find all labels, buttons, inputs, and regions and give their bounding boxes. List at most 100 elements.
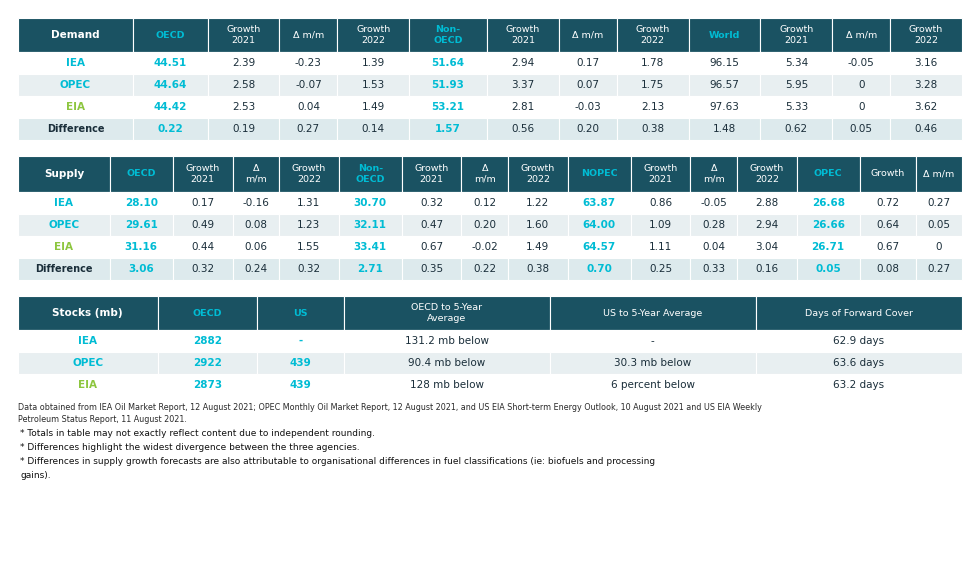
Bar bbox=[689, 18, 760, 52]
Text: 2.94: 2.94 bbox=[512, 58, 534, 68]
Bar bbox=[797, 192, 859, 214]
Text: 1.49: 1.49 bbox=[362, 102, 385, 112]
Text: 3.37: 3.37 bbox=[512, 80, 534, 90]
Bar bbox=[797, 236, 859, 258]
Bar bbox=[859, 156, 915, 192]
Bar bbox=[487, 74, 559, 96]
Bar bbox=[567, 156, 630, 192]
Bar bbox=[18, 156, 110, 192]
Text: 53.21: 53.21 bbox=[431, 102, 465, 112]
Text: 0.20: 0.20 bbox=[576, 124, 600, 134]
Text: 0.86: 0.86 bbox=[649, 198, 672, 208]
Bar bbox=[279, 236, 339, 258]
Bar bbox=[797, 258, 859, 280]
Text: 6 percent below: 6 percent below bbox=[611, 380, 695, 390]
Text: 3.16: 3.16 bbox=[914, 58, 938, 68]
Text: 0.25: 0.25 bbox=[649, 264, 672, 274]
Bar bbox=[18, 236, 110, 258]
Bar bbox=[402, 192, 462, 214]
Bar bbox=[915, 156, 962, 192]
Text: 1.39: 1.39 bbox=[362, 58, 385, 68]
Text: -0.16: -0.16 bbox=[242, 198, 270, 208]
Text: Days of Forward Cover: Days of Forward Cover bbox=[805, 308, 913, 318]
Bar bbox=[132, 96, 208, 118]
Bar bbox=[890, 118, 962, 140]
Text: 0.64: 0.64 bbox=[876, 220, 900, 230]
Text: 1.75: 1.75 bbox=[641, 80, 664, 90]
Text: 51.93: 51.93 bbox=[431, 80, 465, 90]
Text: 96.57: 96.57 bbox=[710, 80, 740, 90]
Bar bbox=[232, 156, 279, 192]
Text: 28.10: 28.10 bbox=[124, 198, 158, 208]
Bar bbox=[132, 74, 208, 96]
Text: 26.71: 26.71 bbox=[811, 242, 845, 252]
Bar bbox=[232, 192, 279, 214]
Bar bbox=[689, 52, 760, 74]
Bar bbox=[18, 352, 158, 374]
Bar bbox=[339, 236, 402, 258]
Bar bbox=[172, 156, 232, 192]
Text: 3.04: 3.04 bbox=[756, 242, 778, 252]
Bar bbox=[110, 156, 172, 192]
Bar bbox=[279, 96, 337, 118]
Bar bbox=[279, 156, 339, 192]
Text: IEA: IEA bbox=[66, 58, 85, 68]
Text: -: - bbox=[299, 336, 303, 346]
Text: 0.38: 0.38 bbox=[641, 124, 664, 134]
Bar bbox=[616, 96, 689, 118]
Text: 0.12: 0.12 bbox=[473, 198, 496, 208]
Text: 32.11: 32.11 bbox=[354, 220, 387, 230]
Bar bbox=[18, 118, 132, 140]
Text: 0.32: 0.32 bbox=[297, 264, 320, 274]
Bar bbox=[550, 296, 756, 330]
Text: Growth
2021: Growth 2021 bbox=[226, 25, 261, 45]
Text: 31.16: 31.16 bbox=[124, 242, 158, 252]
Bar bbox=[279, 74, 337, 96]
Bar bbox=[402, 156, 462, 192]
Text: 2.94: 2.94 bbox=[756, 220, 778, 230]
Text: 3.28: 3.28 bbox=[914, 80, 938, 90]
Bar bbox=[344, 296, 550, 330]
Text: 62.9 days: 62.9 days bbox=[833, 336, 885, 346]
Bar bbox=[410, 118, 487, 140]
Bar bbox=[760, 18, 832, 52]
Bar bbox=[737, 214, 797, 236]
Bar bbox=[797, 214, 859, 236]
Bar bbox=[344, 374, 550, 396]
Text: IEA: IEA bbox=[55, 198, 74, 208]
Text: 1.57: 1.57 bbox=[435, 124, 461, 134]
Bar bbox=[508, 156, 567, 192]
Bar bbox=[616, 118, 689, 140]
Bar bbox=[410, 18, 487, 52]
Text: Difference: Difference bbox=[35, 264, 93, 274]
Bar bbox=[691, 236, 737, 258]
Text: Growth
2022: Growth 2022 bbox=[636, 25, 669, 45]
Text: 2.13: 2.13 bbox=[641, 102, 664, 112]
Bar bbox=[559, 74, 616, 96]
Text: 0.22: 0.22 bbox=[158, 124, 183, 134]
Text: 63.6 days: 63.6 days bbox=[833, 358, 885, 368]
Text: 0.28: 0.28 bbox=[702, 220, 725, 230]
Bar bbox=[18, 192, 110, 214]
Text: 63.87: 63.87 bbox=[583, 198, 615, 208]
Bar bbox=[279, 118, 337, 140]
Bar bbox=[132, 18, 208, 52]
Text: 44.51: 44.51 bbox=[154, 58, 187, 68]
Bar bbox=[344, 352, 550, 374]
Bar bbox=[402, 236, 462, 258]
Bar bbox=[567, 236, 630, 258]
Bar bbox=[737, 236, 797, 258]
Bar bbox=[110, 192, 172, 214]
Text: Difference: Difference bbox=[47, 124, 104, 134]
Bar bbox=[691, 214, 737, 236]
Text: 2.81: 2.81 bbox=[512, 102, 534, 112]
Text: 0.05: 0.05 bbox=[815, 264, 841, 274]
Text: 29.61: 29.61 bbox=[124, 220, 158, 230]
Bar bbox=[487, 18, 559, 52]
Text: Data obtained from IEA Oil Market Report, 12 August 2021; OPEC Monthly Oil Marke: Data obtained from IEA Oil Market Report… bbox=[18, 403, 761, 424]
Bar bbox=[462, 192, 508, 214]
Text: 0.67: 0.67 bbox=[420, 242, 443, 252]
Bar bbox=[890, 96, 962, 118]
Text: Growth
2022: Growth 2022 bbox=[909, 25, 943, 45]
Text: 0.27: 0.27 bbox=[927, 198, 951, 208]
